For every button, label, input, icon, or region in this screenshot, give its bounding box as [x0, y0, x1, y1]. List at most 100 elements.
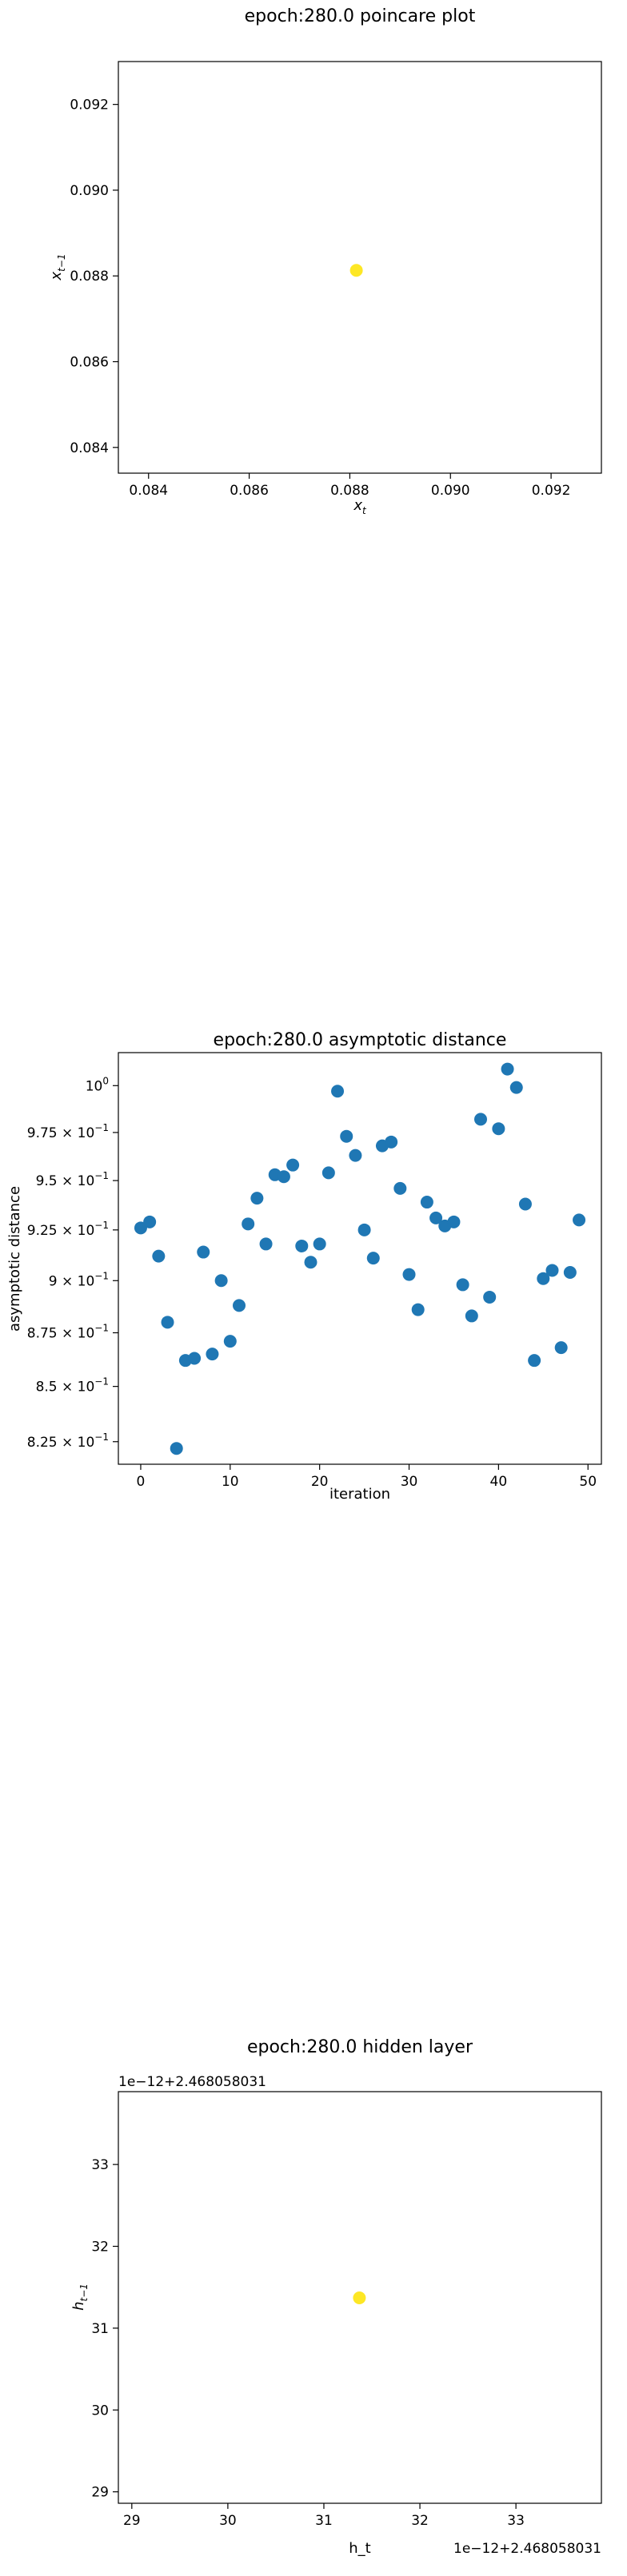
data-point — [501, 1062, 514, 1076]
y-tick-label: 8.75 × 10−1 — [27, 1323, 109, 1342]
data-point — [528, 1354, 541, 1368]
y-axis-label: xt−1 — [48, 253, 67, 281]
x-offset-label: 1e−12+2.468058031 — [453, 2541, 601, 2557]
data-point — [161, 1316, 174, 1329]
y-tick-label: 0.086 — [70, 355, 109, 371]
data-point — [197, 1245, 210, 1259]
chart-title: epoch:280.0 hidden layer — [247, 2037, 473, 2057]
data-point — [331, 1085, 345, 1098]
data-point — [170, 1442, 183, 1455]
data-point — [233, 1299, 246, 1312]
y-tick-label: 29 — [91, 2485, 109, 2501]
data-point — [223, 1335, 237, 1348]
y-tick-label: 9.25 × 10−1 — [27, 1220, 109, 1239]
data-point — [259, 1237, 273, 1251]
x-tick-label: 33 — [507, 2513, 525, 2529]
data-point — [393, 1181, 407, 1195]
data-point — [554, 1341, 568, 1355]
y-tick-label: 31 — [91, 2321, 109, 2337]
data-point — [474, 1113, 487, 1126]
chart-title: epoch:280.0 asymptotic distance — [214, 1030, 507, 1050]
y-tick-label: 32 — [91, 2240, 109, 2255]
y-axis-ticks: 29 30 31 32 33 — [91, 2157, 118, 2501]
data-point — [447, 1215, 461, 1228]
data-point — [385, 1135, 398, 1149]
data-points — [134, 1062, 586, 1455]
y-tick-label: 9.75 × 10−1 — [27, 1122, 109, 1141]
x-tick-label: 40 — [490, 1474, 508, 1490]
data-point — [353, 2291, 366, 2305]
data-point — [465, 1309, 478, 1323]
data-point — [492, 1122, 505, 1136]
data-point — [250, 1192, 264, 1205]
y-tick-label: 9 × 10−1 — [49, 1270, 109, 1289]
data-point — [456, 1278, 469, 1292]
data-point — [286, 1158, 300, 1172]
data-points — [353, 2291, 366, 2305]
x-axis-label: h_t — [349, 2540, 370, 2557]
data-point — [357, 1223, 371, 1236]
chart-title: epoch:280.0 poincare plot — [245, 6, 476, 26]
x-axis-ticks: 0.084 0.086 0.088 0.090 0.092 — [129, 473, 570, 499]
data-point — [242, 1217, 255, 1231]
x-tick-label: 0.090 — [431, 483, 470, 499]
data-point — [509, 1081, 523, 1094]
data-point — [340, 1129, 353, 1143]
y-tick-label: 30 — [91, 2403, 109, 2419]
y-tick-label: 8.25 × 10−1 — [27, 1431, 109, 1451]
data-point — [402, 1268, 416, 1281]
x-axis-label: iteration — [329, 1486, 390, 1503]
y-axis-ticks: 0.084 0.086 0.088 0.090 0.092 — [70, 98, 118, 456]
y-offset-label: 1e−12+2.468058031 — [118, 2074, 266, 2090]
y-axis-label: asymptotic distance — [6, 1186, 23, 1332]
data-point — [573, 1213, 586, 1227]
data-point — [188, 1352, 202, 1365]
x-tick-label: 10 — [222, 1474, 239, 1490]
data-point — [321, 1166, 335, 1180]
data-point — [277, 1170, 290, 1184]
data-point — [483, 1290, 497, 1304]
x-tick-label: 0.086 — [230, 483, 269, 499]
x-axis-ticks: 29 30 31 32 33 — [123, 2503, 525, 2529]
data-point — [313, 1237, 326, 1251]
x-tick-label: 29 — [123, 2513, 141, 2529]
poincare-plot-chart: epoch:280.0 poincare plot 0.084 0.086 0.08… — [48, 6, 602, 516]
data-point — [349, 264, 363, 277]
data-point — [366, 1252, 380, 1265]
x-tick-label: 50 — [579, 1474, 597, 1490]
y-tick-label: 0.090 — [70, 183, 109, 199]
y-tick-label: 33 — [91, 2157, 109, 2173]
y-tick-label: 0.092 — [70, 98, 109, 113]
y-tick-label: 100 — [86, 1075, 109, 1094]
y-axis-label: ht−1 — [70, 2283, 90, 2311]
data-point — [214, 1274, 228, 1288]
y-tick-label: 8.5 × 10−1 — [36, 1376, 109, 1395]
x-tick-label: 30 — [219, 2513, 237, 2529]
data-point — [420, 1196, 433, 1209]
data-point — [518, 1197, 532, 1211]
x-tick-label: 0 — [137, 1474, 146, 1490]
y-tick-label: 9.5 × 10−1 — [36, 1170, 109, 1189]
x-tick-label: 0.092 — [532, 483, 571, 499]
data-points — [349, 264, 363, 277]
asymptotic-distance-chart: epoch:280.0 asymptotic distance 0 10 20 30 4… — [6, 1030, 602, 1503]
data-point — [143, 1215, 157, 1228]
x-tick-label: 32 — [411, 2513, 429, 2529]
x-tick-label: 30 — [401, 1474, 418, 1490]
data-point — [152, 1249, 166, 1263]
hidden-layer-chart: epoch:280.0 hidden layer 1e−12+2.4680580… — [70, 2037, 602, 2557]
x-axis-label: xt — [353, 497, 367, 516]
x-tick-label: 0.088 — [330, 483, 369, 499]
data-point — [349, 1149, 362, 1162]
y-axis-ticks: 8.25 × 10−1 8.5 × 10−1 8.75 × 10−1 9 × 10−1… — [27, 1075, 118, 1451]
x-axis-ticks: 0 10 20 30 40 50 — [137, 1464, 597, 1490]
data-point — [304, 1256, 317, 1269]
plot-area — [118, 1052, 602, 1465]
x-tick-label: 31 — [315, 2513, 333, 2529]
data-point — [429, 1211, 443, 1224]
x-tick-label: 0.084 — [129, 483, 168, 499]
plot-area — [118, 2091, 602, 2504]
data-point — [545, 1264, 559, 1277]
data-point — [206, 1348, 219, 1361]
y-tick-label: 0.088 — [70, 269, 109, 285]
